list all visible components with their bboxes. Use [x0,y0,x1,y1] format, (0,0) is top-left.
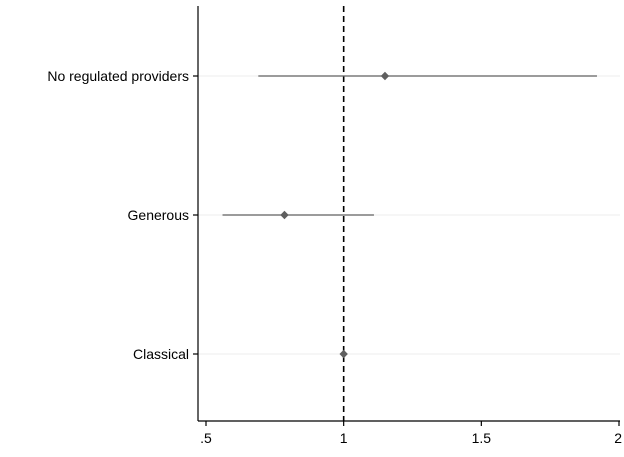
axes [193,6,620,426]
point-estimates [280,71,390,359]
point-classical [339,349,348,359]
x-tick-label-2: 2 [614,430,622,446]
x-tick-label-1p5: 1.5 [472,430,492,446]
confidence-intervals [222,75,597,216]
y-tick-label-generous: Generous [128,207,189,223]
y-tick-label-no-regulated-providers: No regulated providers [47,68,189,84]
point-no-regulated-providers [380,71,390,81]
x-tick-label-1: 1 [340,430,348,446]
axis-labels: No regulated providers Generous Classical.… [47,68,622,446]
x-tick-label-p5: .5 [200,430,212,446]
point-generous [280,210,289,220]
y-tick-label-classical: Classical [133,346,189,362]
